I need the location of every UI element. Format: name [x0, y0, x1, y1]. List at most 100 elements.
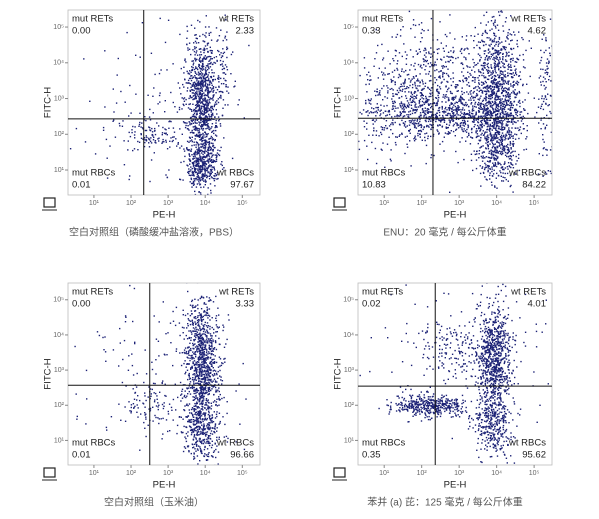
- quadrant-name: mut RETs: [72, 287, 113, 298]
- plot-frame: [357, 282, 553, 466]
- gate-icon: [333, 197, 346, 208]
- quadrant-name: wt RBCs: [216, 438, 254, 449]
- quadrant-value: 0.01: [72, 450, 91, 461]
- y-tick-label: 10⁴: [343, 332, 354, 339]
- quadrant-value: 97.67: [230, 180, 254, 191]
- gate-icon: [43, 197, 56, 208]
- y-tick-label: 10²: [54, 402, 65, 409]
- quadrant-name: mut RBCs: [362, 438, 406, 449]
- x-tick-label: 10⁵: [237, 200, 248, 207]
- y-axis-label: FITC-H: [333, 358, 344, 389]
- x-tick-label: 10³: [163, 470, 174, 477]
- quadrant-value: 96.66: [230, 450, 254, 461]
- y-tick-label: 10²: [344, 131, 355, 138]
- y-tick-label: 10³: [344, 367, 355, 374]
- quadrant-name: wt RETs: [218, 14, 254, 25]
- x-tick-label: 10³: [454, 470, 465, 477]
- y-tick-label: 10⁴: [53, 332, 64, 339]
- quadrant-value: 0.00: [72, 26, 91, 37]
- y-tick-label: 10⁴: [53, 60, 64, 67]
- quadrant-value: 0.01: [72, 180, 91, 191]
- x-tick-label: 10⁵: [237, 470, 248, 477]
- gate-icon: [43, 467, 56, 478]
- x-tick-label: 10⁴: [200, 470, 211, 477]
- gate-icon: [333, 467, 346, 478]
- quadrant-value: 95.62: [522, 450, 546, 461]
- y-axis-label: FITC-H: [43, 358, 54, 389]
- events: [74, 283, 247, 465]
- quadrant-value: 0.00: [72, 299, 91, 310]
- quadrant-name: wt RBCs: [508, 168, 546, 179]
- quadrant-value: 4.62: [528, 26, 547, 37]
- quadrant-name: mut RETs: [362, 14, 403, 25]
- quadrant-value: 3.33: [236, 299, 255, 310]
- y-tick-label: 10²: [54, 131, 65, 138]
- quadrant-name: wt RBCs: [216, 168, 254, 179]
- plot-frame: [67, 282, 261, 466]
- quadrant-name: mut RBCs: [72, 438, 116, 449]
- x-tick-label: 10⁵: [529, 200, 540, 207]
- x-axis-label: PE-H: [153, 480, 176, 491]
- quadrant-value: 10.83: [362, 180, 386, 191]
- y-tick-label: 10¹: [344, 167, 355, 174]
- x-tick-label: 10¹: [89, 470, 100, 477]
- quadrant-name: wt RETs: [218, 287, 254, 298]
- quadrant-value: 0.33: [362, 26, 381, 37]
- y-tick-label: 10³: [344, 95, 355, 102]
- quadrant-name: mut RETs: [362, 287, 403, 298]
- x-tick-label: 10¹: [379, 200, 390, 207]
- caption: 苯并 (a) 芘：125 毫克 / 每公斤体重: [367, 496, 523, 509]
- y-tick-label: 10⁴: [343, 60, 354, 67]
- y-tick-label: 10³: [54, 367, 65, 374]
- x-tick-label: 10⁵: [529, 470, 540, 477]
- x-tick-label: 10²: [126, 470, 137, 477]
- x-tick-label: 10¹: [89, 200, 100, 207]
- caption: 空白对照组（磷酸缓冲盐溶液，PBS）: [69, 226, 239, 239]
- x-tick-label: 10³: [163, 200, 174, 207]
- y-tick-label: 10⁵: [343, 297, 354, 304]
- quadrant-name: wt RBCs: [508, 438, 546, 449]
- quadrant-value: 2.33: [236, 26, 255, 37]
- quadrant-value: 84.22: [522, 180, 546, 191]
- x-tick-label: 10²: [126, 200, 137, 207]
- x-tick-label: 10⁴: [200, 200, 211, 207]
- y-tick-label: 10²: [344, 402, 355, 409]
- x-tick-label: 10⁴: [491, 470, 502, 477]
- x-axis-label: PE-H: [153, 210, 176, 221]
- x-tick-label: 10⁴: [491, 200, 502, 207]
- y-axis-label: FITC-H: [43, 87, 54, 118]
- quadrant-name: wt RETs: [510, 287, 546, 298]
- panel: 10¹ 10² 10³ 10⁴ 10⁵ 10¹ 10² 10³ 10⁴ 10⁵ mut RETs0.…: [332, 9, 553, 239]
- quadrant-name: wt RETs: [510, 14, 546, 25]
- quadrant-value: 4.01: [528, 299, 547, 310]
- events: [359, 283, 549, 464]
- y-tick-label: 10⁵: [53, 24, 64, 31]
- quadrant-name: mut RBCs: [72, 168, 116, 179]
- y-axis-label: FITC-H: [333, 87, 344, 118]
- x-axis-label: PE-H: [444, 210, 467, 221]
- x-tick-label: 10¹: [379, 470, 390, 477]
- y-tick-label: 10³: [54, 95, 65, 102]
- y-tick-label: 10¹: [344, 437, 355, 444]
- y-tick-label: 10⁵: [343, 24, 354, 31]
- y-tick-label: 10⁵: [53, 297, 64, 304]
- caption: ENU：20 毫克 / 每公斤体重: [383, 226, 506, 239]
- x-tick-label: 10²: [417, 470, 428, 477]
- x-axis-label: PE-H: [444, 480, 467, 491]
- quadrant-name: mut RETs: [72, 14, 113, 25]
- events: [69, 14, 250, 195]
- x-tick-label: 10³: [454, 200, 465, 207]
- caption: 空白对照组（玉米油）: [104, 496, 204, 509]
- y-tick-label: 10¹: [54, 167, 65, 174]
- quadrant-value: 0.02: [362, 299, 381, 310]
- plot-frame: [67, 9, 261, 196]
- quadrant-name: mut RBCs: [362, 168, 406, 179]
- plot-frame: [357, 9, 553, 196]
- x-tick-label: 10²: [417, 200, 428, 207]
- quadrant-value: 0.35: [362, 450, 381, 461]
- y-tick-label: 10¹: [54, 437, 65, 444]
